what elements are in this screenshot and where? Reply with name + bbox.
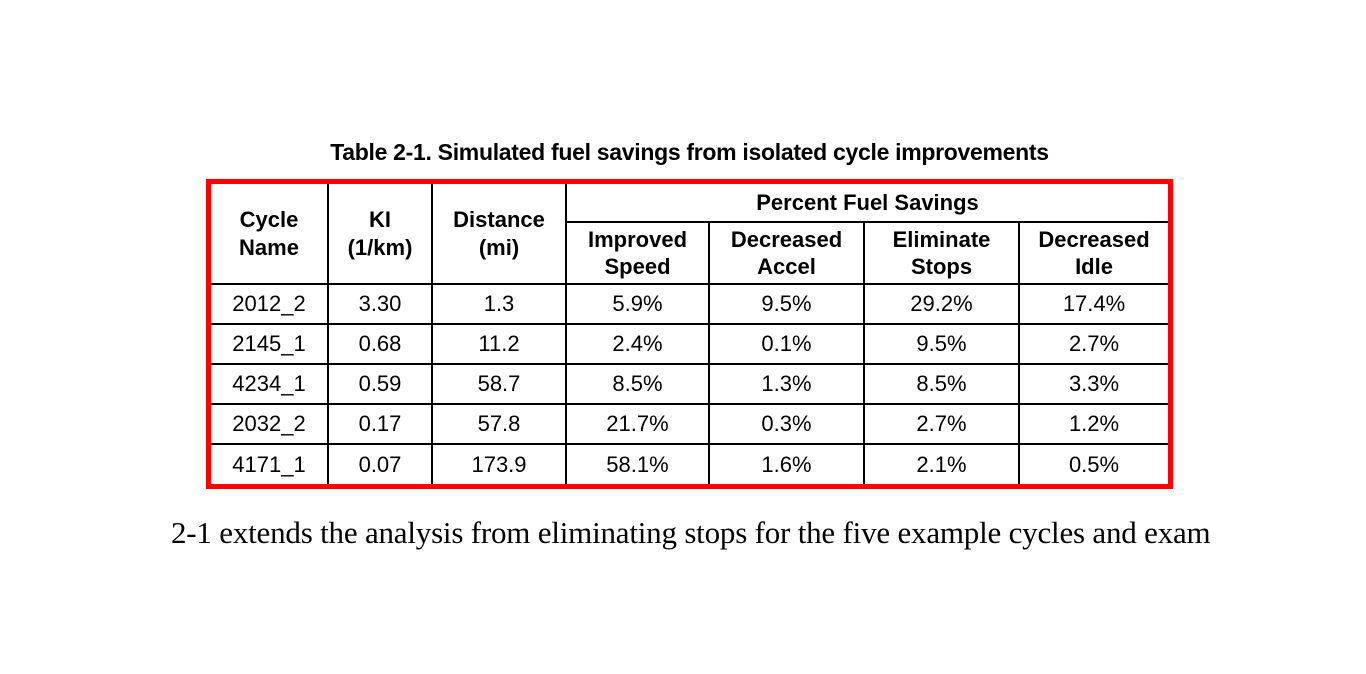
- cell-decreased-accel: 0.1%: [708, 323, 865, 365]
- cell-decreased-idle: 2.7%: [1017, 323, 1170, 365]
- cell-distance: 11.2: [431, 323, 567, 365]
- fuel-savings-table: Cycle Name KI (1/km) Distance (mi) Perce…: [206, 179, 1174, 489]
- cell-improved-speed: 2.4%: [565, 323, 710, 365]
- cell-cycle-name: 2012_2: [210, 283, 329, 325]
- cell-ki: 0.68: [327, 323, 433, 365]
- cell-decreased-accel: 9.5%: [708, 283, 865, 325]
- cell-distance: 173.9: [431, 443, 567, 485]
- cell-ki: 0.59: [327, 363, 433, 405]
- table-row: 2032_2 0.17 57.8 21.7% 0.3% 2.7% 1.2%: [210, 403, 1170, 445]
- cell-eliminate-stops: 8.5%: [863, 363, 1020, 405]
- cell-improved-speed: 58.1%: [565, 443, 710, 485]
- table-row: 2012_2 3.30 1.3 5.9% 9.5% 29.2% 17.4%: [210, 283, 1170, 325]
- cell-ki: 0.07: [327, 443, 433, 485]
- cell-ki: 0.17: [327, 403, 433, 445]
- cell-distance: 58.7: [431, 363, 567, 405]
- cell-distance: 57.8: [431, 403, 567, 445]
- cell-eliminate-stops: 2.7%: [863, 403, 1020, 445]
- cell-improved-speed: 21.7%: [565, 403, 710, 445]
- col-header-distance: Distance (mi): [431, 183, 567, 285]
- cell-decreased-accel: 0.3%: [708, 403, 865, 445]
- cell-improved-speed: 5.9%: [565, 283, 710, 325]
- header-row-sub: Improved Speed Decreased Accel Eliminate…: [211, 221, 1170, 285]
- col-header-ki: KI (1/km): [327, 183, 433, 285]
- cell-cycle-name: 4171_1: [210, 443, 329, 485]
- cell-ki: 3.30: [327, 283, 433, 325]
- cell-eliminate-stops: 2.1%: [863, 443, 1020, 485]
- cell-decreased-idle: 3.3%: [1017, 363, 1170, 405]
- data-table: Cycle Name KI (1/km) Distance (mi) Perce…: [210, 183, 1170, 485]
- cell-distance: 1.3: [431, 283, 567, 325]
- col-group-header-percent-fuel-savings: Percent Fuel Savings: [564, 183, 1170, 223]
- col-header-decreased-accel: Decreased Accel: [708, 221, 865, 285]
- cell-decreased-idle: 1.2%: [1017, 403, 1170, 445]
- cell-decreased-accel: 1.3%: [708, 363, 865, 405]
- col-header-decreased-idle: Decreased Idle: [1017, 221, 1170, 285]
- cell-eliminate-stops: 9.5%: [863, 323, 1020, 365]
- cell-decreased-idle: 17.4%: [1017, 283, 1170, 325]
- col-header-eliminate-stops: Eliminate Stops: [863, 221, 1020, 285]
- body-text: 2-1 extends the analysis from eliminatin…: [171, 515, 1211, 550]
- cell-cycle-name: 4234_1: [210, 363, 329, 405]
- cell-improved-speed: 8.5%: [565, 363, 710, 405]
- table-row: 4234_1 0.59 58.7 8.5% 1.3% 8.5% 3.3%: [210, 363, 1170, 405]
- cell-decreased-accel: 1.6%: [708, 443, 865, 485]
- cell-decreased-idle: 0.5%: [1017, 443, 1170, 485]
- cell-cycle-name: 2032_2: [210, 403, 329, 445]
- table-row: 2145_1 0.68 11.2 2.4% 0.1% 9.5% 2.7%: [210, 323, 1170, 365]
- cell-eliminate-stops: 29.2%: [863, 283, 1020, 325]
- header-row-group: Cycle Name KI (1/km) Distance (mi) Perce…: [210, 183, 1170, 285]
- table-caption: Table 2-1. Simulated fuel savings from i…: [330, 139, 1049, 165]
- table-row: 4171_1 0.07 173.9 58.1% 1.6% 2.1% 0.5%: [210, 443, 1170, 485]
- col-header-improved-speed: Improved Speed: [565, 221, 710, 285]
- cell-cycle-name: 2145_1: [210, 323, 329, 365]
- col-header-cycle-name: Cycle Name: [210, 183, 329, 285]
